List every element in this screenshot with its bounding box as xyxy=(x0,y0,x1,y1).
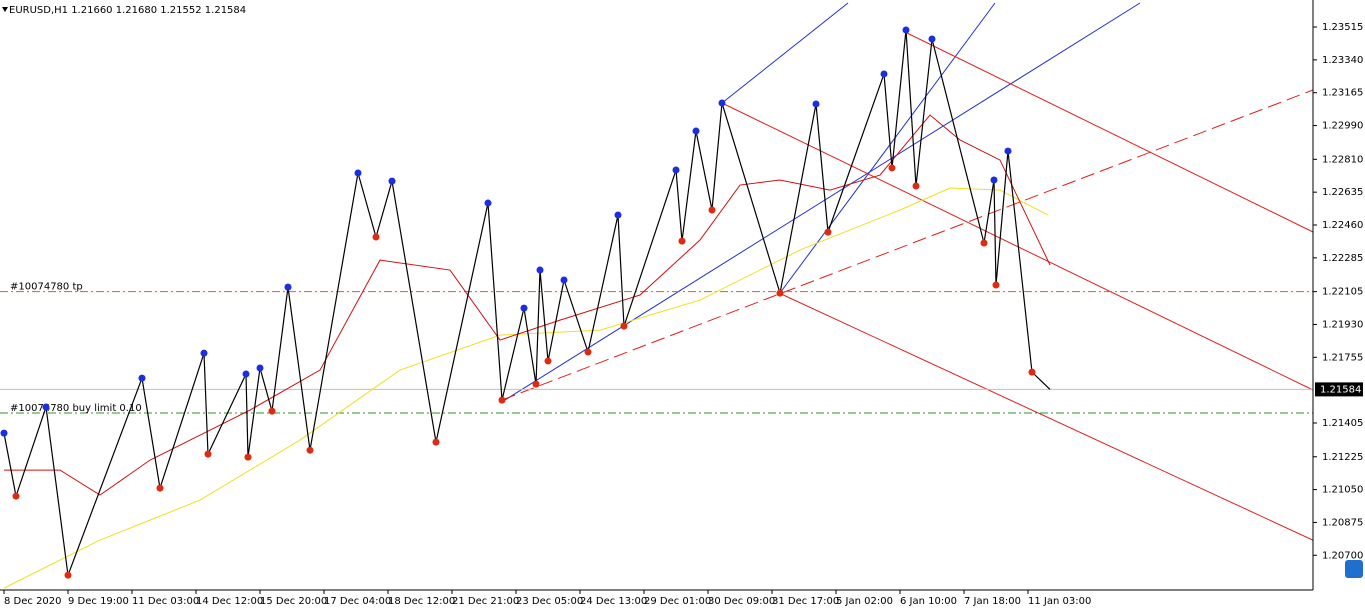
pivot-dot xyxy=(42,403,50,411)
x-tick-label: 7 Jan 18:00 xyxy=(964,596,1021,607)
pivot-dot xyxy=(532,380,540,388)
symbol-header: EURUSD,H1 1.21660 1.21680 1.21552 1.2158… xyxy=(9,5,246,16)
pivot-dot xyxy=(204,450,212,458)
y-tick-label: 1.22105 xyxy=(1322,287,1363,298)
pivot-dot xyxy=(912,182,920,190)
order-label: #10074780 tp xyxy=(10,282,83,293)
pivot-dot xyxy=(244,453,252,461)
pivot-dot xyxy=(242,370,250,378)
x-tick-label: 11 Jan 03:00 xyxy=(1028,596,1091,607)
pivot-dot xyxy=(672,166,680,174)
bid-label: 1.21584 xyxy=(1320,384,1361,395)
x-tick-label: 9 Dec 19:00 xyxy=(68,596,129,607)
pivot-dot xyxy=(200,349,208,357)
x-tick-label: 31 Dec 17:00 xyxy=(772,596,839,607)
pivot-dot xyxy=(256,364,264,372)
pivot-dot xyxy=(708,206,716,214)
y-tick-label: 1.22285 xyxy=(1322,253,1363,264)
y-tick-label: 1.23515 xyxy=(1322,22,1363,33)
pivot-dot xyxy=(0,429,8,437)
channel-line xyxy=(721,2,849,104)
price-scale xyxy=(1313,0,1365,613)
x-tick-label: 29 Dec 01:00 xyxy=(644,596,711,607)
pivot-dot xyxy=(560,276,568,284)
pivot-dot xyxy=(880,70,888,78)
channel-line xyxy=(779,2,996,294)
x-tick-label: 6 Jan 10:00 xyxy=(900,596,957,607)
y-tick-label: 1.21405 xyxy=(1322,418,1363,429)
pivot-dot xyxy=(388,177,396,185)
y-tick-label: 1.22990 xyxy=(1322,121,1363,132)
x-tick-label: 21 Dec 21:00 xyxy=(452,596,519,607)
pivot-dot xyxy=(824,228,832,236)
pivot-dot xyxy=(544,357,552,365)
x-tick-label: 23 Dec 05:00 xyxy=(516,596,583,607)
x-tick-label: 14 Dec 12:00 xyxy=(196,596,263,607)
pivot-dot xyxy=(64,571,72,579)
pivot-dot xyxy=(1004,147,1012,155)
pivot-dot xyxy=(432,438,440,446)
y-tick-label: 1.22460 xyxy=(1322,220,1363,231)
moving-average xyxy=(3,187,1049,589)
pivot-dot xyxy=(156,484,164,492)
pivot-dot xyxy=(718,99,726,107)
pivot-dot xyxy=(776,289,784,297)
x-tick-label: 5 Jan 02:00 xyxy=(836,596,893,607)
y-tick-label: 1.21050 xyxy=(1322,485,1363,496)
y-tick-label: 1.22635 xyxy=(1322,187,1363,198)
pivot-dot xyxy=(372,233,380,241)
x-tick-label: 18 Dec 12:00 xyxy=(388,596,455,607)
pivot-dot xyxy=(306,446,314,454)
y-tick-label: 1.22810 xyxy=(1322,154,1363,165)
pivot-dot xyxy=(692,127,700,135)
y-tick-label: 1.21755 xyxy=(1322,352,1363,363)
pivot-dot xyxy=(888,164,896,172)
pivot-dot xyxy=(354,169,362,177)
pivot-dot xyxy=(268,407,276,415)
y-tick-label: 1.23340 xyxy=(1322,55,1363,66)
pivot-dot xyxy=(928,35,936,43)
y-tick-label: 1.20875 xyxy=(1322,517,1363,528)
pivot-dot xyxy=(584,348,592,356)
y-tick-label: 1.21225 xyxy=(1322,452,1363,463)
x-tick-label: 11 Dec 03:00 xyxy=(132,596,199,607)
teamviewer-icon[interactable] xyxy=(1345,560,1363,578)
order-label: #10074780 buy limit 0.10 xyxy=(10,403,142,414)
x-tick-label: 8 Dec 2020 xyxy=(4,596,62,607)
y-tick-label: 1.23165 xyxy=(1322,88,1363,99)
bid-box xyxy=(1315,382,1363,397)
header-arrow xyxy=(2,7,8,12)
pivot-dot xyxy=(284,283,292,291)
pivot-dot xyxy=(520,304,528,312)
trend-line xyxy=(501,89,1314,401)
y-tick-label: 1.21930 xyxy=(1322,319,1363,330)
x-tick-label: 15 Dec 20:00 xyxy=(260,596,327,607)
pivot-dot xyxy=(812,100,820,108)
x-tick-label: 30 Dec 09:00 xyxy=(708,596,775,607)
y-tick-label: 1.20700 xyxy=(1322,550,1363,561)
moving-average xyxy=(4,114,1051,496)
channel-line xyxy=(906,32,1314,233)
pivot-dot xyxy=(980,239,988,247)
pivot-dot xyxy=(678,237,686,245)
pivot-dot xyxy=(990,176,998,184)
pivot-dot xyxy=(12,492,20,500)
pivot-dot xyxy=(902,26,910,34)
channel-line xyxy=(504,2,1141,401)
pivot-dot xyxy=(620,322,628,330)
x-tick-label: 17 Dec 04:00 xyxy=(324,596,391,607)
x-tick-label: 24 Dec 13:00 xyxy=(580,596,647,607)
pivot-dot xyxy=(498,396,506,404)
pivot-dot xyxy=(614,211,622,219)
pivot-dot xyxy=(1028,368,1036,376)
channel-line xyxy=(778,292,1346,556)
pivot-dot xyxy=(484,199,492,207)
pivot-dot xyxy=(992,281,1000,289)
pivot-dot xyxy=(536,266,544,274)
pivot-dot xyxy=(138,374,146,382)
